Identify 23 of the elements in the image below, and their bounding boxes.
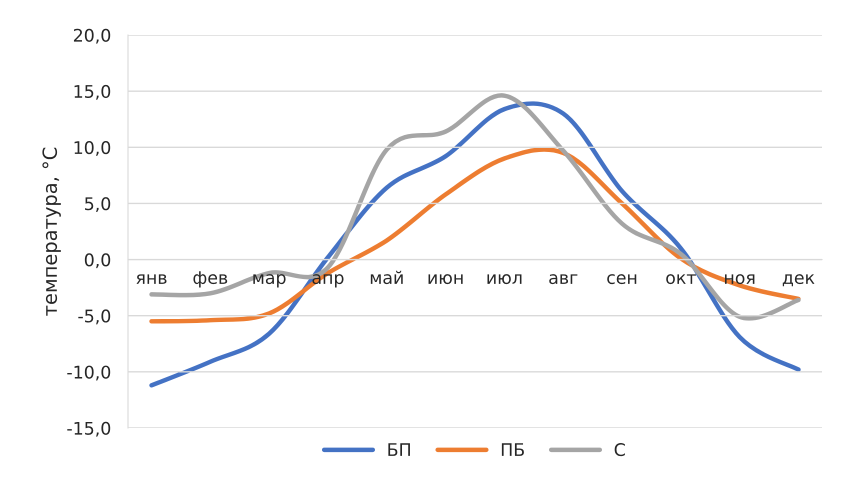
x-tick-label: июн bbox=[428, 274, 463, 284]
legend-label: ПБ bbox=[502, 443, 524, 456]
y-tick-label: 10,0 bbox=[74, 140, 110, 156]
legend-label: БП bbox=[388, 443, 410, 456]
x-tick-label: янв bbox=[136, 274, 167, 284]
x-tick-label: июл bbox=[487, 274, 522, 284]
y-tick-label: 15,0 bbox=[74, 84, 110, 100]
x-tick-label: дек bbox=[782, 274, 814, 286]
y-tick-label: 0,0 bbox=[84, 253, 110, 268]
y-tick-label: -10,0 bbox=[67, 366, 110, 380]
x-tick-label: окт bbox=[666, 274, 696, 284]
y-tick-label: 5,0 bbox=[85, 197, 110, 212]
x-tick-label: май bbox=[370, 270, 403, 284]
legend-label: С bbox=[614, 443, 625, 456]
x-tick-label: сен bbox=[607, 274, 636, 284]
x-tick-label: мар bbox=[253, 274, 286, 288]
y-tick-label: -15,0 bbox=[67, 422, 110, 437]
y-axis-title: температура, °C bbox=[42, 148, 61, 316]
x-tick-label: авг bbox=[549, 274, 578, 284]
y-tick-label: -5,0 bbox=[78, 309, 110, 324]
y-tick-label: 20,0 bbox=[74, 28, 110, 44]
x-tick-label: ноя bbox=[725, 274, 754, 284]
x-tick-label: фев bbox=[193, 271, 228, 288]
